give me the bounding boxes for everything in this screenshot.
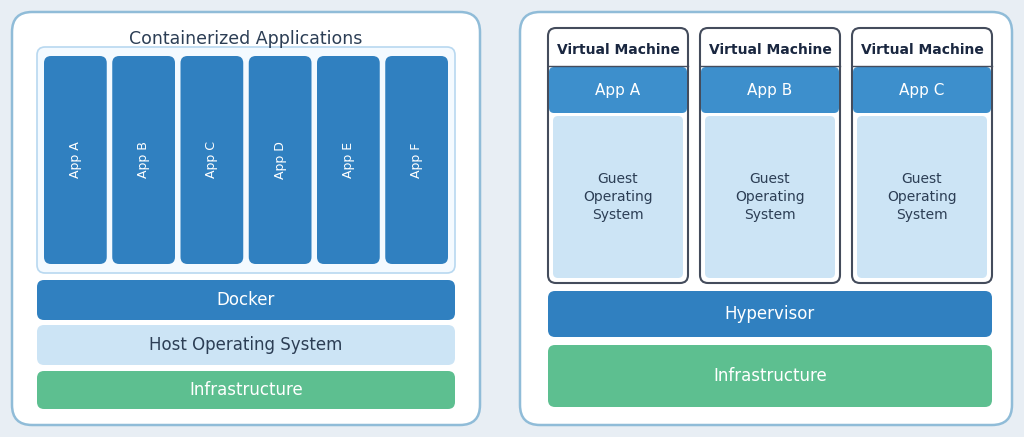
Text: Containerized Applications: Containerized Applications <box>129 30 362 48</box>
FancyBboxPatch shape <box>701 67 839 113</box>
FancyBboxPatch shape <box>113 56 175 264</box>
Text: App B: App B <box>137 142 151 178</box>
FancyBboxPatch shape <box>385 56 449 264</box>
Text: Hypervisor: Hypervisor <box>725 305 815 323</box>
FancyBboxPatch shape <box>548 345 992 407</box>
Text: App A: App A <box>69 142 82 178</box>
Text: Docker: Docker <box>217 291 275 309</box>
FancyBboxPatch shape <box>37 325 455 365</box>
FancyBboxPatch shape <box>180 56 244 264</box>
FancyBboxPatch shape <box>857 116 987 278</box>
Text: App F: App F <box>411 142 423 178</box>
Text: Guest
Operating
System: Guest Operating System <box>887 172 956 222</box>
FancyBboxPatch shape <box>549 67 687 113</box>
FancyBboxPatch shape <box>44 56 106 264</box>
Text: App A: App A <box>595 83 641 97</box>
FancyBboxPatch shape <box>548 291 992 337</box>
FancyBboxPatch shape <box>705 116 835 278</box>
FancyBboxPatch shape <box>249 56 311 264</box>
Text: App C: App C <box>899 83 945 97</box>
FancyBboxPatch shape <box>700 28 840 283</box>
FancyBboxPatch shape <box>853 67 991 113</box>
Text: Guest
Operating
System: Guest Operating System <box>735 172 805 222</box>
FancyBboxPatch shape <box>37 280 455 320</box>
FancyBboxPatch shape <box>12 12 480 425</box>
Text: Guest
Operating
System: Guest Operating System <box>584 172 653 222</box>
FancyBboxPatch shape <box>37 371 455 409</box>
Text: App C: App C <box>206 142 218 178</box>
Text: Infrastructure: Infrastructure <box>713 367 826 385</box>
Text: Infrastructure: Infrastructure <box>189 381 303 399</box>
FancyBboxPatch shape <box>317 56 380 264</box>
FancyBboxPatch shape <box>852 28 992 283</box>
Text: Virtual Machine: Virtual Machine <box>860 43 983 57</box>
Text: Host Operating System: Host Operating System <box>150 336 343 354</box>
FancyBboxPatch shape <box>37 47 455 273</box>
FancyBboxPatch shape <box>548 28 688 283</box>
Text: Virtual Machine: Virtual Machine <box>709 43 831 57</box>
Text: App E: App E <box>342 142 355 178</box>
Text: Virtual Machine: Virtual Machine <box>557 43 680 57</box>
Text: App B: App B <box>748 83 793 97</box>
FancyBboxPatch shape <box>553 116 683 278</box>
FancyBboxPatch shape <box>520 12 1012 425</box>
Text: App D: App D <box>273 141 287 179</box>
